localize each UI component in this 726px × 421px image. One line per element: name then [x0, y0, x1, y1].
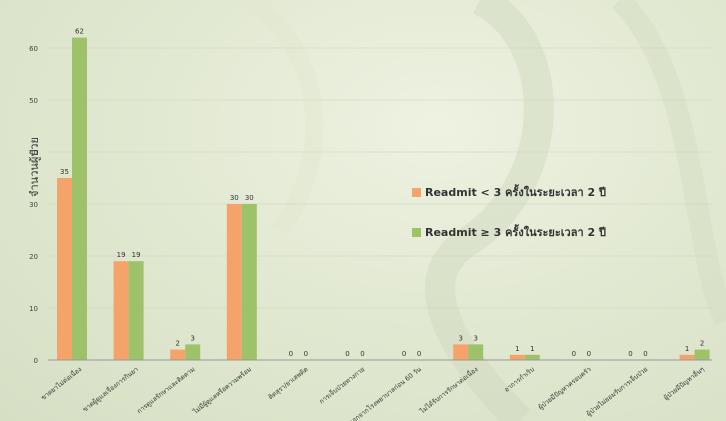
x-tick-label: ขาดผู้ดูแลเรื่องการกินยา [81, 364, 141, 413]
y-tick-label: 60 [29, 45, 38, 53]
x-tick-label: ติดสุรา/ยาเสพติด [267, 365, 310, 401]
bar-value-label: 0 [628, 350, 632, 358]
bar-series-1 [113, 261, 129, 360]
bar-series-2 [468, 344, 484, 360]
bar-series-2 [694, 349, 710, 360]
bar-value-label: 0 [289, 350, 293, 358]
bar-value-label: 1 [515, 345, 519, 353]
legend-item-gte3: Readmit ≥ 3 ครั้งในระยะเวลา 2 ปี [412, 223, 606, 241]
x-tick-label: การดูแลรักษาและติดตาม [135, 365, 196, 415]
bar-series-2 [185, 344, 201, 360]
bar-value-label: 62 [75, 28, 84, 36]
y-tick-label: 10 [29, 305, 38, 313]
bar-value-label: 1 [685, 345, 689, 353]
y-tick-label: 40 [29, 149, 38, 157]
y-tick-label: 50 [29, 97, 38, 105]
bar-series-2 [241, 204, 257, 360]
bar-value-label: 0 [572, 350, 576, 358]
bar-value-label: 2 [700, 340, 704, 348]
bar-value-label: 1 [530, 345, 534, 353]
x-tick-label: ผู้ป่วยมีปัญหาครอบครัว [537, 365, 593, 411]
bar-series-1 [453, 344, 469, 360]
y-tick-label: 30 [29, 201, 38, 209]
bar-value-label: 30 [230, 194, 239, 202]
x-tick-label: อาการกำเริบ [503, 365, 536, 394]
bar-value-label: 19 [132, 251, 141, 259]
bar-value-label: 30 [245, 194, 254, 202]
bar-value-label: 0 [587, 350, 591, 358]
y-tick-label: 20 [29, 253, 38, 261]
bar-value-label: 0 [304, 350, 308, 358]
legend-label-lt3: Readmit < 3 ครั้งในระยะเวลา 2 ปี [425, 186, 606, 199]
bar-value-label: 19 [117, 251, 126, 259]
bar-series-2 [524, 354, 540, 360]
legend-label-gte3: Readmit ≥ 3 ครั้งในระยะเวลา 2 ปี [425, 226, 606, 239]
bar-series-1 [226, 204, 242, 360]
bar-value-label: 0 [417, 350, 421, 358]
bar-value-label: 3 [190, 334, 194, 342]
legend-swatch-lt3 [412, 187, 421, 197]
y-tick-label: 0 [34, 357, 38, 365]
x-tick-label: ไม่ได้รับการรักษาต่อเนื่อง [417, 364, 479, 415]
bar-series-1 [57, 178, 72, 360]
bar-series-1 [679, 354, 695, 360]
legend-item-lt3: Readmit < 3 ครั้งในระยะเวลา 2 ปี [412, 183, 606, 201]
x-tick-label: ผู้ป่วยไม่ยอมรับการเจ็บป่วย [584, 364, 649, 418]
bar-series-1 [170, 349, 186, 360]
x-tick-label: ผู้ป่วยมีปัญหาอื่นๆ [662, 364, 706, 401]
bar-series-2 [72, 37, 87, 360]
bar-series-1 [509, 354, 525, 360]
bar-series-2 [128, 261, 144, 360]
bar-value-label: 3 [458, 334, 462, 342]
bar-value-label: 2 [175, 340, 179, 348]
y-axis-label: จำนวนผู้ป่วย [28, 137, 41, 197]
bar-value-label: 0 [402, 350, 406, 358]
bar-value-label: 3 [473, 334, 477, 342]
bar-value-label: 0 [345, 350, 349, 358]
legend-swatch-gte3 [412, 227, 421, 237]
bar-value-label: 0 [360, 350, 364, 358]
x-tick-label: ไม่มีผู้ดูแลหรือความพร้อม [191, 365, 253, 416]
bar-value-label: 0 [643, 350, 647, 358]
bar-value-label: 35 [60, 168, 69, 176]
x-tick-label: การเจ็บป่วยทางกาย [317, 364, 366, 405]
x-tick-label: ขาดยาไม่ต่อเนื่อง [39, 364, 83, 401]
